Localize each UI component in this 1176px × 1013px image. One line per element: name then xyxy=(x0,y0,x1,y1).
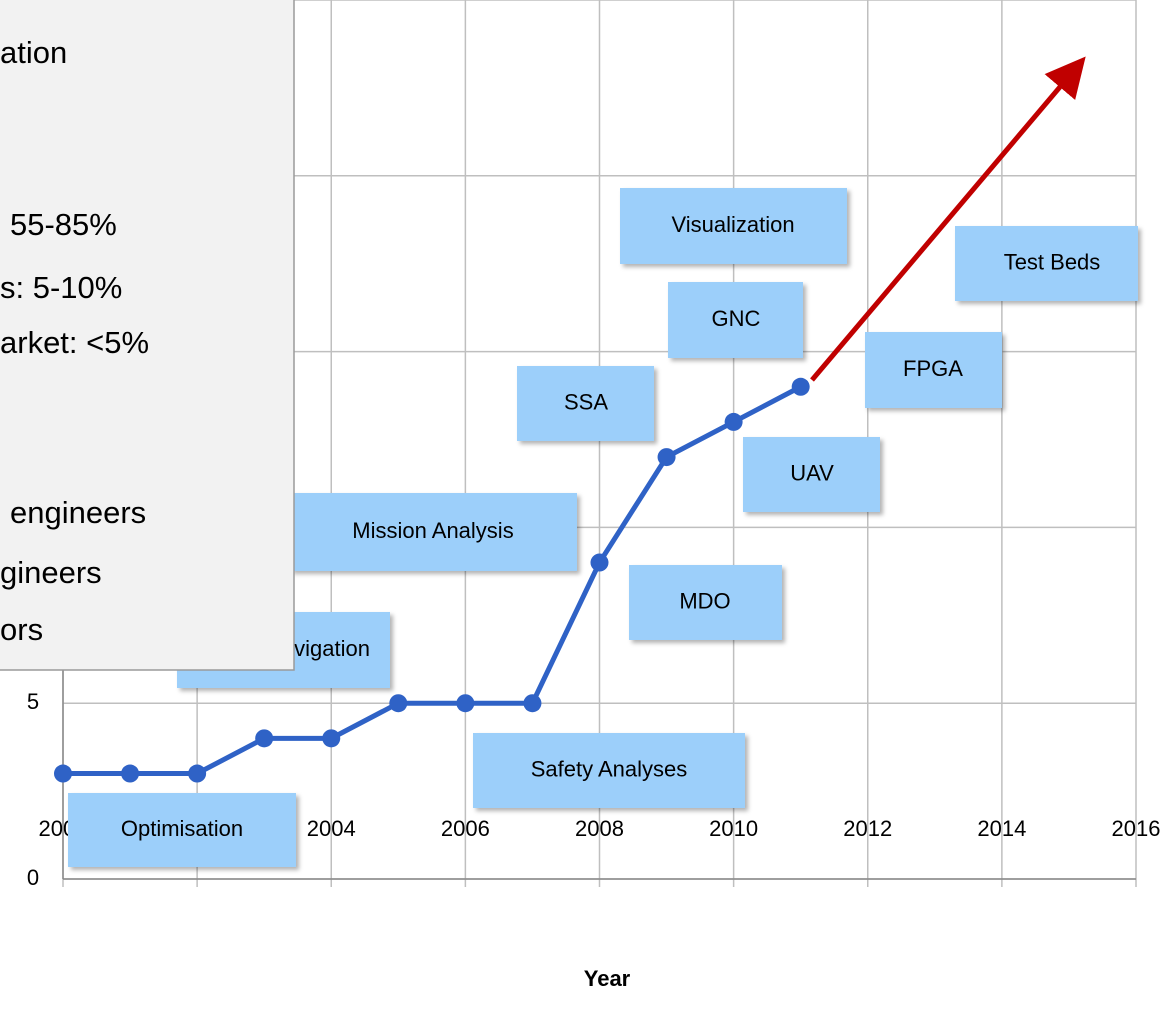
annotation-box xyxy=(743,437,880,512)
text-box-line: gineers xyxy=(0,555,102,590)
annotation-label: Visualization xyxy=(671,212,794,237)
annotation-box xyxy=(517,366,654,441)
data-point xyxy=(523,694,542,713)
data-point xyxy=(255,729,274,748)
y-tick-label: 5 xyxy=(27,689,39,714)
y-tick-label: 0 xyxy=(27,865,39,890)
annotation-label: SSA xyxy=(564,389,608,414)
text-box-bg xyxy=(0,0,295,671)
text-box-line: 55-85% xyxy=(10,207,117,242)
annotation-box xyxy=(290,493,577,571)
trend-arrow xyxy=(810,56,1086,382)
annotation-box xyxy=(68,793,296,867)
plot xyxy=(54,377,810,783)
text-box-line: ors xyxy=(0,612,43,647)
annotation-label: GNC xyxy=(712,306,761,331)
series-line xyxy=(63,384,802,777)
data-point xyxy=(724,412,743,431)
annotation-label: FPGA xyxy=(903,356,963,381)
x-tick-label: 2016 xyxy=(1112,816,1161,841)
x-tick-label: 2012 xyxy=(843,816,892,841)
data-point xyxy=(389,694,408,713)
x-tick-label: 2006 xyxy=(441,816,490,841)
annotation-label: MDO xyxy=(679,588,730,613)
data-point xyxy=(657,448,676,467)
data-point xyxy=(791,377,810,396)
text-box-line: arket: <5% xyxy=(0,325,149,360)
annotation-label: Test Beds xyxy=(1004,249,1101,274)
data-point xyxy=(322,729,341,748)
x-tick-label: 2004 xyxy=(307,816,356,841)
text-box-line: engineers xyxy=(10,495,146,530)
annotation-box xyxy=(865,332,1002,408)
annotation-box xyxy=(620,188,847,264)
annotation-box xyxy=(629,565,782,640)
x-tick-label: 2010 xyxy=(709,816,758,841)
annotation-label: UAV xyxy=(790,460,834,485)
annotation-box xyxy=(955,226,1138,301)
text-box: ation 55-85% s: 5-10% arket: <5% engineers gi… xyxy=(0,0,295,671)
text-box-line: s: 5-10% xyxy=(0,270,122,305)
annotation-label: Optimisation xyxy=(121,816,243,841)
data-point xyxy=(121,764,140,783)
x-tick-label: 2008 xyxy=(575,816,624,841)
annotation-label: Safety Analyses xyxy=(531,756,688,781)
x-tick-label: 2014 xyxy=(977,816,1026,841)
data-point xyxy=(456,694,475,713)
data-point xyxy=(54,764,72,783)
x-axis-label: Year xyxy=(584,966,631,991)
text-box-line: ation xyxy=(0,35,67,70)
data-point xyxy=(188,764,207,783)
annotation-label: Mission Analysis xyxy=(352,518,513,543)
annotation-box xyxy=(473,733,745,808)
data-point xyxy=(590,553,609,572)
annotation-box xyxy=(668,282,803,358)
